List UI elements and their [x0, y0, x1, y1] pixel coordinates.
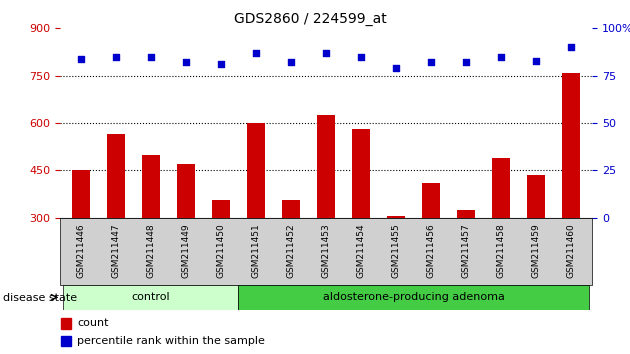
Bar — [563, 73, 580, 312]
Bar — [212, 200, 230, 312]
Text: GSM211452: GSM211452 — [287, 223, 295, 278]
Text: GSM211447: GSM211447 — [112, 223, 120, 278]
Bar — [177, 164, 195, 312]
Bar — [62, 318, 71, 329]
Point — [356, 54, 366, 59]
Bar — [387, 216, 405, 312]
Bar — [64, 285, 239, 310]
Point — [461, 59, 471, 65]
Text: GSM211458: GSM211458 — [496, 223, 506, 278]
Point — [181, 59, 191, 65]
Bar — [142, 155, 159, 312]
Bar — [318, 115, 335, 312]
Bar — [457, 210, 475, 312]
Bar — [282, 200, 300, 312]
Text: GSM211455: GSM211455 — [392, 223, 401, 278]
Text: count: count — [77, 318, 108, 328]
Title: GDS2860 / 224599_at: GDS2860 / 224599_at — [234, 12, 386, 26]
Text: GSM211450: GSM211450 — [217, 223, 226, 278]
Bar — [107, 134, 125, 312]
Point — [76, 56, 86, 62]
Bar — [72, 170, 89, 312]
Text: GSM211460: GSM211460 — [567, 223, 576, 278]
Text: GSM211451: GSM211451 — [251, 223, 260, 278]
Bar — [493, 158, 510, 312]
Text: GSM211446: GSM211446 — [76, 223, 85, 278]
Text: GSM211456: GSM211456 — [427, 223, 435, 278]
Text: GSM211457: GSM211457 — [462, 223, 471, 278]
Point — [251, 50, 261, 56]
Text: percentile rank within the sample: percentile rank within the sample — [77, 336, 265, 346]
Point — [531, 58, 541, 63]
Text: GSM211453: GSM211453 — [321, 223, 331, 278]
Text: control: control — [132, 292, 170, 302]
Point — [566, 45, 576, 50]
Point — [216, 62, 226, 67]
Point — [426, 59, 436, 65]
Bar — [352, 129, 370, 312]
Text: GSM211454: GSM211454 — [357, 223, 365, 278]
Text: GSM211459: GSM211459 — [532, 223, 541, 278]
Point — [146, 54, 156, 59]
Bar — [62, 336, 71, 346]
Text: GSM211448: GSM211448 — [146, 223, 156, 278]
Point — [111, 54, 121, 59]
Point — [286, 59, 296, 65]
Bar — [60, 218, 592, 285]
Text: GSM211449: GSM211449 — [181, 223, 190, 278]
Point — [496, 54, 506, 59]
Text: disease state: disease state — [3, 293, 77, 303]
Bar — [527, 175, 545, 312]
Bar — [247, 123, 265, 312]
Point — [391, 65, 401, 71]
Bar — [239, 285, 588, 310]
Point — [321, 50, 331, 56]
Bar — [422, 183, 440, 312]
Text: aldosterone-producing adenoma: aldosterone-producing adenoma — [323, 292, 505, 302]
